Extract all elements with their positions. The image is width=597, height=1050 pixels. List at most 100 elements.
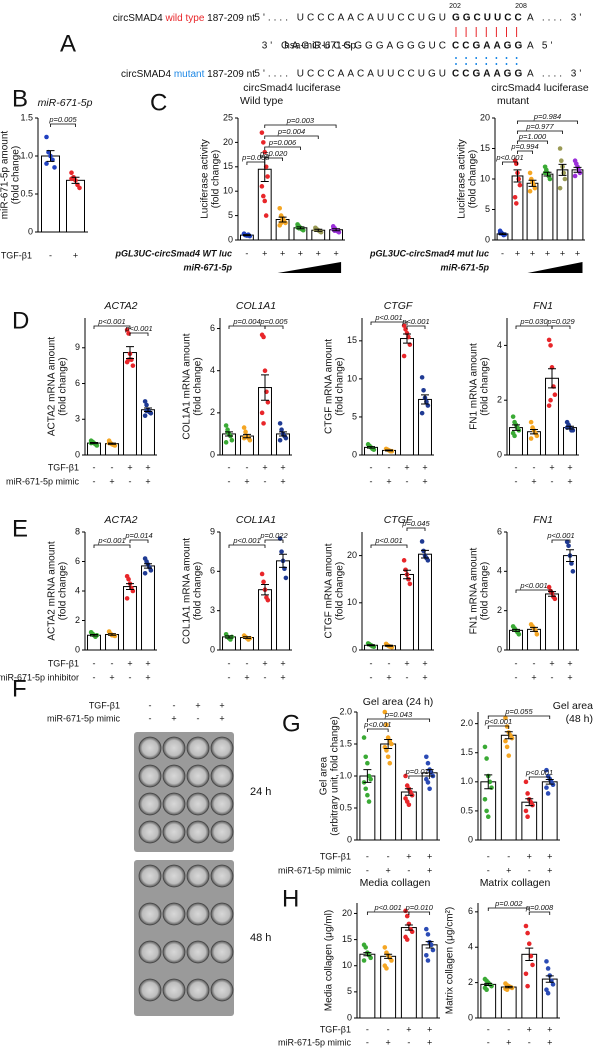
data-point	[144, 402, 149, 408]
y-tick-label: 5	[347, 986, 352, 996]
data-point	[262, 368, 268, 373]
significance-bracket	[528, 911, 551, 915]
error-bar	[108, 442, 116, 445]
data-point	[406, 802, 412, 808]
condition-sign: -	[197, 713, 200, 723]
data-point	[262, 198, 268, 204]
condition-sign: +	[280, 462, 285, 472]
bar	[359, 775, 376, 841]
p-value: p<0.001	[484, 717, 512, 726]
data-point	[363, 754, 369, 760]
condition-sign: -	[370, 658, 373, 668]
error-bar	[243, 433, 251, 439]
data-point	[361, 958, 367, 963]
data-point	[503, 715, 508, 721]
data-point	[527, 170, 533, 176]
data-point	[569, 561, 574, 566]
condition-sign: -	[246, 462, 249, 472]
error-bar	[261, 583, 269, 596]
condition-sign: +	[109, 672, 114, 682]
data-point	[534, 433, 540, 439]
condition-sign: +	[404, 462, 409, 472]
y-tick-label: 20	[342, 908, 352, 918]
p-value: p<0.001	[525, 768, 553, 777]
condition-label: miR-671-5p mimic	[278, 1037, 352, 1047]
data-point	[484, 756, 489, 761]
error-bar	[144, 563, 152, 569]
data-point	[262, 149, 268, 155]
y-axis-label: (fold change)	[335, 562, 346, 620]
condition-sign: -	[228, 658, 231, 668]
error-bar	[90, 441, 98, 445]
binding-site: GGCUUCC	[452, 13, 525, 24]
significance-bracket	[93, 544, 131, 548]
condition-label: TGF-β1	[320, 851, 351, 861]
y-tick-label: 0.5	[339, 802, 352, 812]
y-axis-label: FN1 mRNA amount	[469, 547, 480, 634]
y-tick-label: 0.5	[20, 188, 33, 198]
data-point	[387, 760, 393, 766]
condition-sign: +	[515, 248, 520, 258]
data-point	[544, 959, 549, 964]
p-value: p<0.001	[97, 536, 125, 545]
chart-title: FN1	[533, 300, 553, 312]
gel-well	[210, 864, 234, 888]
condition-sign: +	[406, 1024, 411, 1034]
condition-label: miR-671-5p	[440, 262, 489, 272]
p-value: p=0.002	[494, 899, 523, 908]
condition-sign: -	[487, 865, 490, 875]
chart-title: FN1	[533, 514, 553, 526]
chart-subtitle: mutant	[497, 95, 529, 107]
y-tick-label: 0	[468, 834, 473, 844]
data-point	[259, 571, 265, 577]
p-value: p<0.001	[124, 324, 152, 333]
condition-sign: -	[264, 672, 267, 682]
condition-sign: +	[145, 672, 150, 682]
condition-sign: +	[545, 248, 550, 258]
error-bar	[363, 769, 372, 783]
error-bar	[367, 644, 375, 647]
condition-sign: +	[386, 672, 391, 682]
gel-well	[162, 764, 186, 788]
condition-sign: +	[219, 700, 224, 710]
p-value: p<0.001	[374, 536, 402, 545]
data-point	[484, 808, 489, 814]
condition-sign: +	[333, 248, 338, 258]
p-value: p=1.000	[518, 132, 547, 141]
condition-sign: +	[422, 672, 427, 682]
data-point	[384, 966, 389, 971]
gel-plate	[134, 860, 234, 1016]
y-tick-label: 0	[28, 226, 33, 236]
condition-sign: +	[73, 250, 78, 260]
y-tick-label: 0	[75, 644, 80, 654]
p-value: p=0.005	[48, 115, 77, 124]
y-tick-label: 5	[352, 411, 357, 421]
condition-sign: -	[487, 1024, 490, 1034]
bar	[571, 169, 584, 241]
error-bar	[525, 947, 534, 961]
y-tick-label: 9	[75, 342, 80, 352]
gel-well	[138, 764, 162, 788]
y-tick-label: 5	[228, 210, 233, 220]
bar	[400, 573, 414, 651]
variant: mutant	[174, 69, 205, 80]
y-tick-label: 4	[210, 365, 215, 375]
data-point	[148, 568, 154, 573]
dose-wedge	[527, 262, 583, 273]
data-point	[261, 140, 266, 145]
error-bar	[425, 941, 434, 949]
data-point	[485, 814, 491, 820]
data-point	[548, 397, 553, 403]
p-value: p=0.010	[405, 767, 434, 776]
data-point	[552, 596, 558, 602]
y-tick-label: 1.5	[339, 738, 352, 748]
data-point	[570, 569, 576, 574]
sequence-name: circSMAD4 mutant 187-209 nt	[121, 69, 255, 80]
condition-sign: -	[228, 672, 231, 682]
y-axis-label: (fold change)	[58, 562, 69, 620]
y-tick-label: 10	[347, 373, 357, 383]
y-tick-label: 0	[228, 234, 233, 244]
condition-sign: -	[406, 476, 409, 486]
y-tick-label: 2	[497, 395, 502, 405]
condition-sign: +	[262, 462, 267, 472]
